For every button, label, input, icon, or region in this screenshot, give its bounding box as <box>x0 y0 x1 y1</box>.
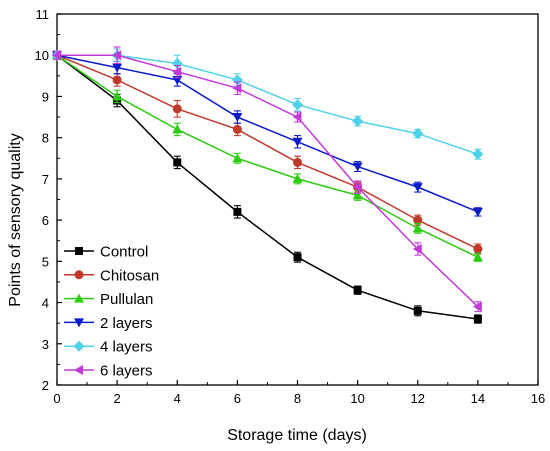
legend-label: Pullulan <box>100 291 153 308</box>
y-tick-label: 5 <box>42 254 49 269</box>
data-point <box>112 50 122 61</box>
data-point <box>172 124 183 134</box>
data-point <box>231 74 243 86</box>
x-tick-label: 6 <box>234 391 241 406</box>
data-point <box>413 306 422 315</box>
x-tick-label: 8 <box>294 391 301 406</box>
data-point <box>352 162 363 172</box>
data-point <box>412 223 423 233</box>
data-point <box>172 66 182 77</box>
x-tick-label: 14 <box>471 391 485 406</box>
legend-item: Pullulan <box>64 291 153 308</box>
series-line <box>57 54 479 155</box>
data-point <box>352 182 362 193</box>
y-tick-label: 3 <box>42 337 49 352</box>
legend-item: 2 layers <box>64 315 153 332</box>
legend-label: Chitosan <box>100 267 159 284</box>
data-point <box>293 157 302 167</box>
series-line <box>56 54 478 320</box>
data-point <box>232 83 242 94</box>
data-point <box>171 57 183 69</box>
series-line <box>57 54 479 308</box>
legend-marker <box>74 293 84 303</box>
x-axis: 0 2 4 6 8 10 12 14 16 <box>53 380 545 406</box>
x-tick-label: 10 <box>350 391 364 406</box>
data-point <box>172 104 182 114</box>
legend-item: 6 layers <box>64 363 153 380</box>
data-point <box>293 253 302 262</box>
legend-marker <box>74 318 84 328</box>
data-point <box>112 75 122 85</box>
data-point <box>472 301 482 312</box>
data-point <box>232 113 243 123</box>
data-point <box>352 190 363 200</box>
legend-label: Control <box>100 244 148 261</box>
data-point <box>232 124 242 134</box>
data-point <box>412 243 422 254</box>
data-point <box>292 99 303 111</box>
data-point <box>473 244 483 254</box>
y-tick-label: 10 <box>35 48 49 63</box>
data-point <box>233 207 242 216</box>
series-line <box>56 54 479 213</box>
x-tick-label: 2 <box>114 391 121 406</box>
data-point <box>352 115 364 127</box>
data-point <box>52 50 61 61</box>
y-tick-label: 2 <box>42 378 49 393</box>
y-tick-label: 4 <box>42 296 49 311</box>
legend-label: 4 layers <box>100 339 153 356</box>
data-point <box>353 286 362 295</box>
legend-label: 6 layers <box>100 363 153 380</box>
data-point <box>473 315 482 324</box>
x-tick-label: 16 <box>531 391 545 406</box>
x-tick-label: 4 <box>174 391 181 406</box>
x-axis-label: Storage time (days) <box>227 427 367 444</box>
y-tick-label: 9 <box>42 89 49 104</box>
legend-item: Control <box>64 244 148 261</box>
data-point <box>232 153 243 163</box>
data-point <box>472 148 484 160</box>
data-point <box>292 173 303 183</box>
legend-label: 2 layers <box>100 315 153 332</box>
series-6-layers <box>52 46 482 313</box>
data-point <box>112 63 123 73</box>
data-point <box>412 183 423 193</box>
series-pullulan <box>52 50 483 262</box>
x-tick-label: 12 <box>411 391 425 406</box>
legend-marker <box>74 365 83 375</box>
legend-marker <box>74 270 84 280</box>
data-point <box>412 128 424 140</box>
data-point <box>292 137 303 147</box>
x-tick-label: 0 <box>53 391 60 406</box>
data-point <box>112 91 123 101</box>
legend-item: Chitosan <box>64 267 159 284</box>
series-layer <box>51 46 484 324</box>
y-axis: 2 3 4 5 6 7 8 9 10 11 <box>35 7 62 393</box>
data-point <box>472 252 483 262</box>
y-tick-label: 6 <box>42 213 49 228</box>
y-tick-label: 8 <box>42 131 49 146</box>
data-point <box>173 158 182 167</box>
data-point <box>292 112 302 123</box>
y-tick-label: 7 <box>42 172 49 187</box>
data-point <box>413 215 423 225</box>
series-line <box>56 54 479 250</box>
legend-marker <box>73 340 85 352</box>
y-axis-label: Points of sensory quality <box>7 133 24 306</box>
data-point <box>472 207 483 217</box>
series-line <box>56 54 479 258</box>
y-tick-label: 11 <box>36 7 50 22</box>
legend: Control Chitosan Pullulan 2 layers 4 layers 6… <box>64 244 159 380</box>
legend-marker <box>75 247 83 255</box>
legend-item: 4 layers <box>64 339 153 356</box>
